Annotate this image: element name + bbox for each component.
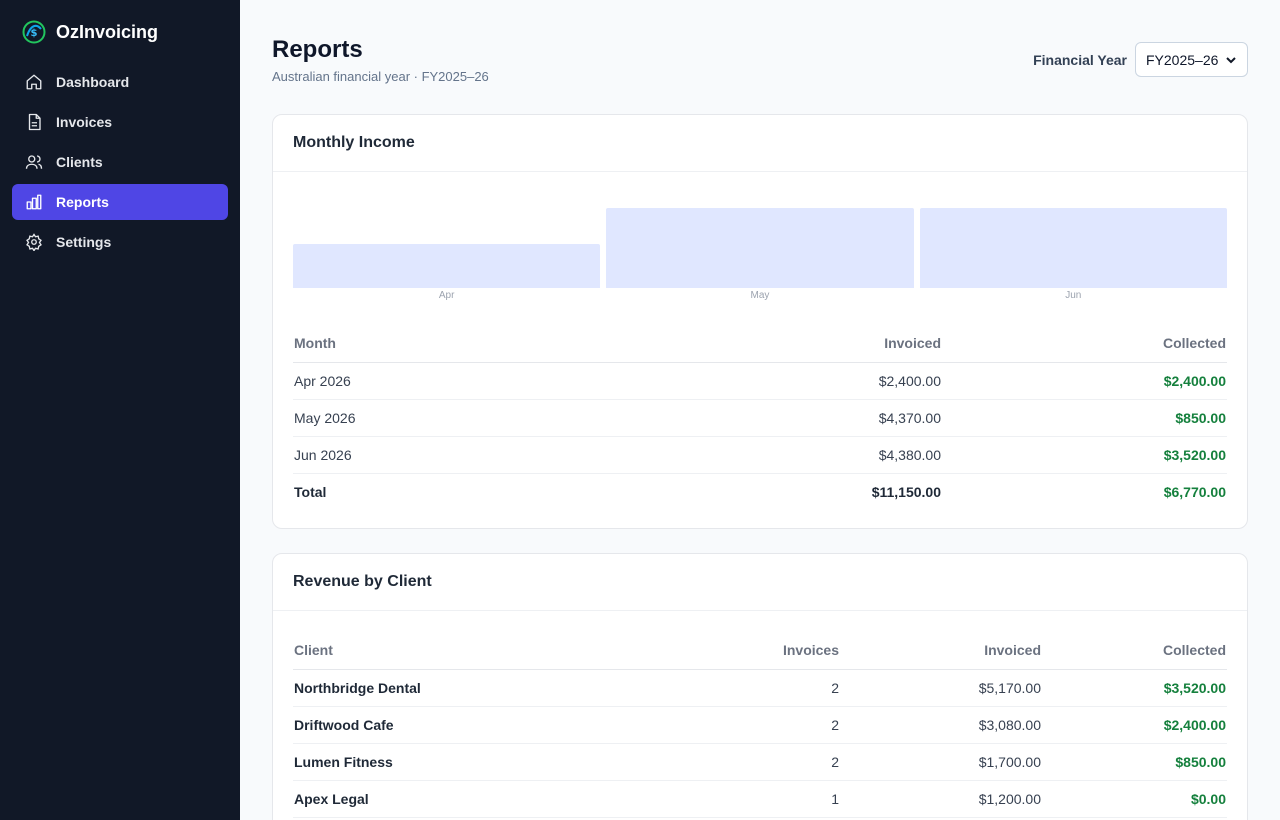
total-collected: $6,770.00 xyxy=(1163,483,1226,500)
month-cell: Jun 2026 xyxy=(293,436,599,474)
table-row: May 2026 $4,370.00 $850.00 xyxy=(293,399,1227,437)
invoiced-cell: $3,080.00 xyxy=(840,706,1042,744)
app-name: OzInvoicing xyxy=(56,21,159,42)
table-row: Driftwood Cafe 2 $3,080.00 $2,400.00 xyxy=(293,706,1227,744)
sidebar-item-dashboard[interactable]: Dashboard xyxy=(12,64,228,100)
table-row: Northbridge Dental 2 $5,170.00 $3,520.00 xyxy=(293,669,1227,707)
month-cell: Apr 2026 xyxy=(293,362,599,400)
sidebar-item-label: Settings xyxy=(56,234,112,250)
sidebar-item-settings[interactable]: Settings xyxy=(12,224,228,260)
collected-cell: $850.00 xyxy=(942,399,1227,437)
bar-chart-icon xyxy=(24,192,44,212)
chart-tick-label: Jun xyxy=(1065,290,1082,301)
sidebar-item-invoices[interactable]: Invoices xyxy=(12,104,228,140)
page-subtitle: Australian financial year · FY2025–26 xyxy=(272,69,489,84)
table-header-row: Client Invoices Invoiced Collected xyxy=(293,632,1227,670)
client-cell: Driftwood Cafe xyxy=(293,706,660,744)
main-content: Reports Australian financial year · FY20… xyxy=(240,0,1280,820)
sidebar: $ OzInvoicing Dashboard Invoices Clients xyxy=(0,0,240,820)
total-invoiced: $11,150.00 xyxy=(871,483,941,500)
users-icon xyxy=(24,152,44,172)
client-cell: Apex Legal xyxy=(293,780,660,818)
chevron-down-icon xyxy=(1226,56,1236,63)
monthly-income-chart: Apr May Jun xyxy=(293,173,1227,305)
financial-year-filter: Financial Year FY2025–26 xyxy=(1033,42,1248,77)
client-cell: Northbridge Dental xyxy=(293,669,660,707)
brand[interactable]: $ OzInvoicing xyxy=(22,20,158,44)
table-row: Apex Legal 1 $1,200.00 $0.00 xyxy=(293,780,1227,818)
chart-tick-label: May xyxy=(750,290,770,301)
revenue-by-client-card: Revenue by Client Client Invoices Invoic… xyxy=(272,553,1248,820)
chart-bar-may xyxy=(606,208,914,288)
table-row: Apr 2026 $2,400.00 $2,400.00 xyxy=(293,362,1227,400)
invoiced-cell: $2,400.00 xyxy=(598,362,942,400)
svg-text:$: $ xyxy=(31,28,38,39)
column-header: Collected xyxy=(1042,632,1227,670)
sidebar-nav: Dashboard Invoices Clients Reports Setti… xyxy=(12,64,228,264)
collected-cell: $2,400.00 xyxy=(1042,706,1227,744)
invoices-count-cell: 1 xyxy=(660,780,840,818)
collected-cell: $3,520.00 xyxy=(1042,669,1227,707)
column-header: Collected xyxy=(942,325,1227,363)
column-header: Invoices xyxy=(660,632,840,670)
financial-year-value: FY2025–26 xyxy=(1146,51,1219,68)
logo-icon: $ xyxy=(22,20,46,44)
home-icon xyxy=(24,72,44,92)
chart-bar-jun xyxy=(919,208,1227,288)
monthly-income-card: Monthly Income Apr May Jun Month Invoiced … xyxy=(272,114,1248,529)
invoiced-cell: $1,700.00 xyxy=(840,743,1042,781)
table-row: Lumen Fitness 2 $1,700.00 $850.00 xyxy=(293,743,1227,781)
invoices-count-cell: 2 xyxy=(660,743,840,781)
column-header: Invoiced xyxy=(840,632,1042,670)
invoiced-cell: $4,380.00 xyxy=(598,436,942,474)
sidebar-item-label: Clients xyxy=(56,154,103,170)
column-header: Month xyxy=(293,325,599,363)
card-title: Monthly Income xyxy=(273,115,1247,172)
client-cell: Lumen Fitness xyxy=(293,743,660,781)
invoices-count-cell: 2 xyxy=(660,706,840,744)
collected-cell: $3,520.00 xyxy=(942,436,1227,474)
total-label: Total xyxy=(294,483,327,500)
collected-cell: $850.00 xyxy=(1042,743,1227,781)
document-icon xyxy=(24,112,44,132)
column-header: Client xyxy=(293,632,660,670)
sidebar-item-label: Invoices xyxy=(56,114,113,130)
invoiced-cell: $5,170.00 xyxy=(840,669,1042,707)
table-row: Jun 2026 $4,380.00 $3,520.00 xyxy=(293,436,1227,474)
sidebar-item-label: Dashboard xyxy=(56,74,130,90)
chart-bar-apr xyxy=(293,244,601,288)
card-title: Revenue by Client xyxy=(273,554,1247,611)
collected-cell: $0.00 xyxy=(1042,780,1227,818)
page-title: Reports xyxy=(272,36,363,63)
financial-year-select[interactable]: FY2025–26 xyxy=(1135,42,1248,77)
sidebar-item-label: Reports xyxy=(56,194,109,210)
sidebar-item-clients[interactable]: Clients xyxy=(12,144,228,180)
total-row: Total $11,150.00 $6,770.00 xyxy=(293,473,1227,510)
chart-tick-label: Apr xyxy=(438,290,455,301)
monthly-income-table: Month Invoiced Collected Apr 2026 $2,400… xyxy=(293,325,1227,510)
column-header: Invoiced xyxy=(598,325,942,363)
revenue-by-client-table: Client Invoices Invoiced Collected North… xyxy=(293,632,1227,818)
gear-icon xyxy=(24,232,44,252)
financial-year-label: Financial Year xyxy=(1033,51,1127,68)
collected-cell: $2,400.00 xyxy=(942,362,1227,400)
invoiced-cell: $4,370.00 xyxy=(598,399,942,437)
month-cell: May 2026 xyxy=(293,399,599,437)
invoices-count-cell: 2 xyxy=(660,669,840,707)
table-header-row: Month Invoiced Collected xyxy=(293,325,1227,363)
invoiced-cell: $1,200.00 xyxy=(840,780,1042,818)
sidebar-item-reports[interactable]: Reports xyxy=(12,184,228,220)
